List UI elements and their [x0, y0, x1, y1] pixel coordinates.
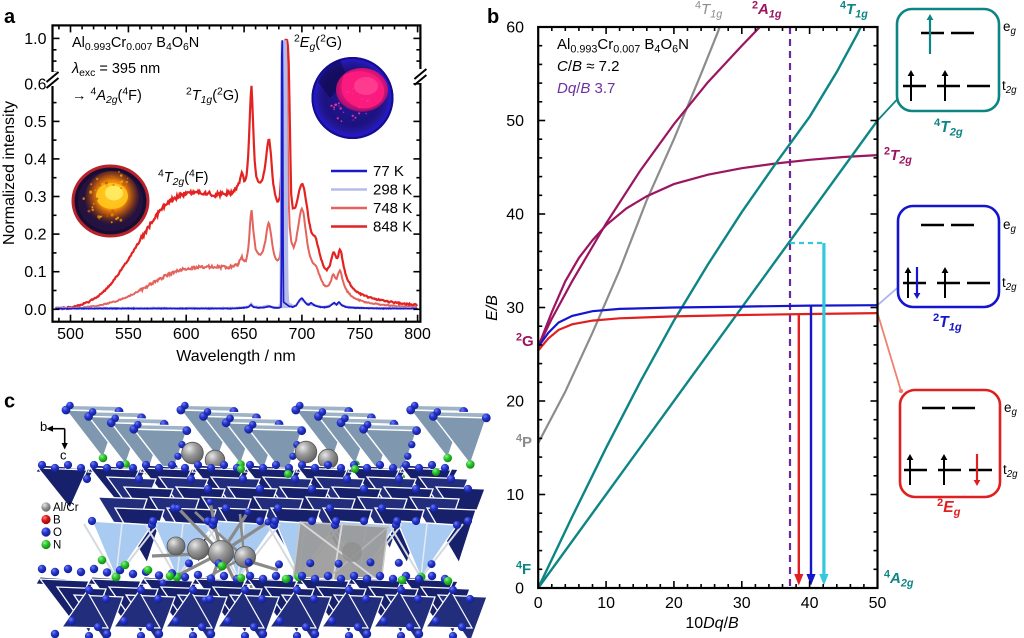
svg-text:20: 20 — [665, 595, 683, 612]
svg-text:Al0.993Cr0.007 B4O6N: Al0.993Cr0.007 B4O6N — [557, 36, 689, 55]
svg-text:10: 10 — [506, 487, 524, 504]
svg-text:B: B — [53, 515, 61, 527]
svg-text:10: 10 — [597, 595, 615, 612]
svg-text:40: 40 — [506, 207, 524, 224]
svg-text:50: 50 — [869, 595, 887, 612]
svg-text:30: 30 — [506, 300, 524, 317]
svg-text:t2g: t2g — [1003, 462, 1018, 480]
svg-text:0.4: 0.4 — [24, 151, 46, 168]
svg-text:λexc = 395 nm: λexc = 395 nm — [71, 61, 160, 79]
svg-text:10Dq/B: 10Dq/B — [685, 615, 739, 632]
svg-text:Al0.993Cr0.007 B4O6N: Al0.993Cr0.007 B4O6N — [72, 35, 199, 53]
svg-text:a: a — [4, 6, 16, 28]
svg-text:748 K: 748 K — [373, 200, 412, 217]
svg-text:N: N — [53, 540, 61, 552]
svg-text:2T2g: 2T2g — [884, 145, 912, 166]
svg-text:2G: 2G — [516, 331, 534, 350]
svg-text:2Eg(2G): 2Eg(2G) — [294, 34, 342, 54]
svg-text:2T1g(2G): 2T1g(2G) — [186, 87, 239, 107]
svg-text:t2g: t2g — [1002, 275, 1017, 293]
svg-text:20: 20 — [506, 394, 524, 411]
svg-text:0.5: 0.5 — [24, 114, 46, 131]
svg-text:1.0: 1.0 — [24, 31, 46, 48]
svg-text:E/B: E/B — [484, 295, 501, 321]
svg-text:298 K: 298 K — [373, 182, 412, 199]
svg-text:4T2g: 4T2g — [934, 117, 963, 138]
svg-text:4T1g: 4T1g — [840, 0, 868, 20]
svg-text:b: b — [40, 419, 47, 434]
svg-text:Dq/B 3.7: Dq/B 3.7 — [557, 80, 615, 97]
svg-text:4T2g(4F): 4T2g(4F) — [158, 169, 209, 189]
svg-text:4P: 4P — [516, 432, 532, 451]
svg-text:40: 40 — [801, 595, 819, 612]
svg-text:eg: eg — [1003, 217, 1017, 235]
svg-text:C/B ≈ 7.2: C/B ≈ 7.2 — [557, 58, 619, 75]
svg-text:60: 60 — [506, 20, 524, 37]
svg-text:650: 650 — [231, 326, 258, 343]
svg-text:0.0: 0.0 — [24, 302, 46, 319]
svg-text:→ 4A2g(4F): → 4A2g(4F) — [72, 87, 142, 107]
svg-text:700: 700 — [289, 326, 316, 343]
svg-text:750: 750 — [346, 326, 373, 343]
svg-text:500: 500 — [57, 326, 84, 343]
svg-text:O: O — [53, 527, 62, 539]
svg-text:0.6: 0.6 — [24, 76, 46, 93]
svg-text:50: 50 — [506, 113, 524, 130]
svg-text:600: 600 — [173, 326, 200, 343]
svg-text:4F: 4F — [516, 559, 531, 578]
svg-text:Normalized intensity: Normalized intensity — [1, 101, 18, 245]
svg-text:t2g: t2g — [1002, 78, 1017, 96]
svg-text:c: c — [60, 448, 67, 463]
svg-text:eg: eg — [1003, 19, 1017, 37]
svg-text:0.3: 0.3 — [24, 189, 46, 206]
svg-text:Al/Cr: Al/Cr — [53, 502, 79, 514]
svg-text:0: 0 — [515, 581, 524, 598]
svg-text:0: 0 — [534, 595, 543, 612]
svg-text:2T1g: 2T1g — [933, 312, 962, 333]
svg-text:0.1: 0.1 — [24, 264, 46, 281]
svg-text:2A1g: 2A1g — [752, 0, 782, 20]
svg-text:77 K: 77 K — [373, 163, 404, 180]
svg-text:Wavelength / nm: Wavelength / nm — [176, 348, 295, 365]
svg-text:c: c — [4, 391, 15, 413]
svg-text:4T1g: 4T1g — [695, 0, 722, 20]
svg-text:0.2: 0.2 — [24, 227, 46, 244]
svg-text:2Eg: 2Eg — [937, 497, 961, 518]
svg-text:4A2g: 4A2g — [884, 568, 914, 589]
svg-text:30: 30 — [733, 595, 751, 612]
svg-text:800: 800 — [404, 326, 431, 343]
svg-text:eg: eg — [1004, 400, 1018, 418]
svg-text:b: b — [487, 6, 499, 28]
svg-text:848 K: 848 K — [373, 219, 412, 236]
svg-text:550: 550 — [115, 326, 142, 343]
